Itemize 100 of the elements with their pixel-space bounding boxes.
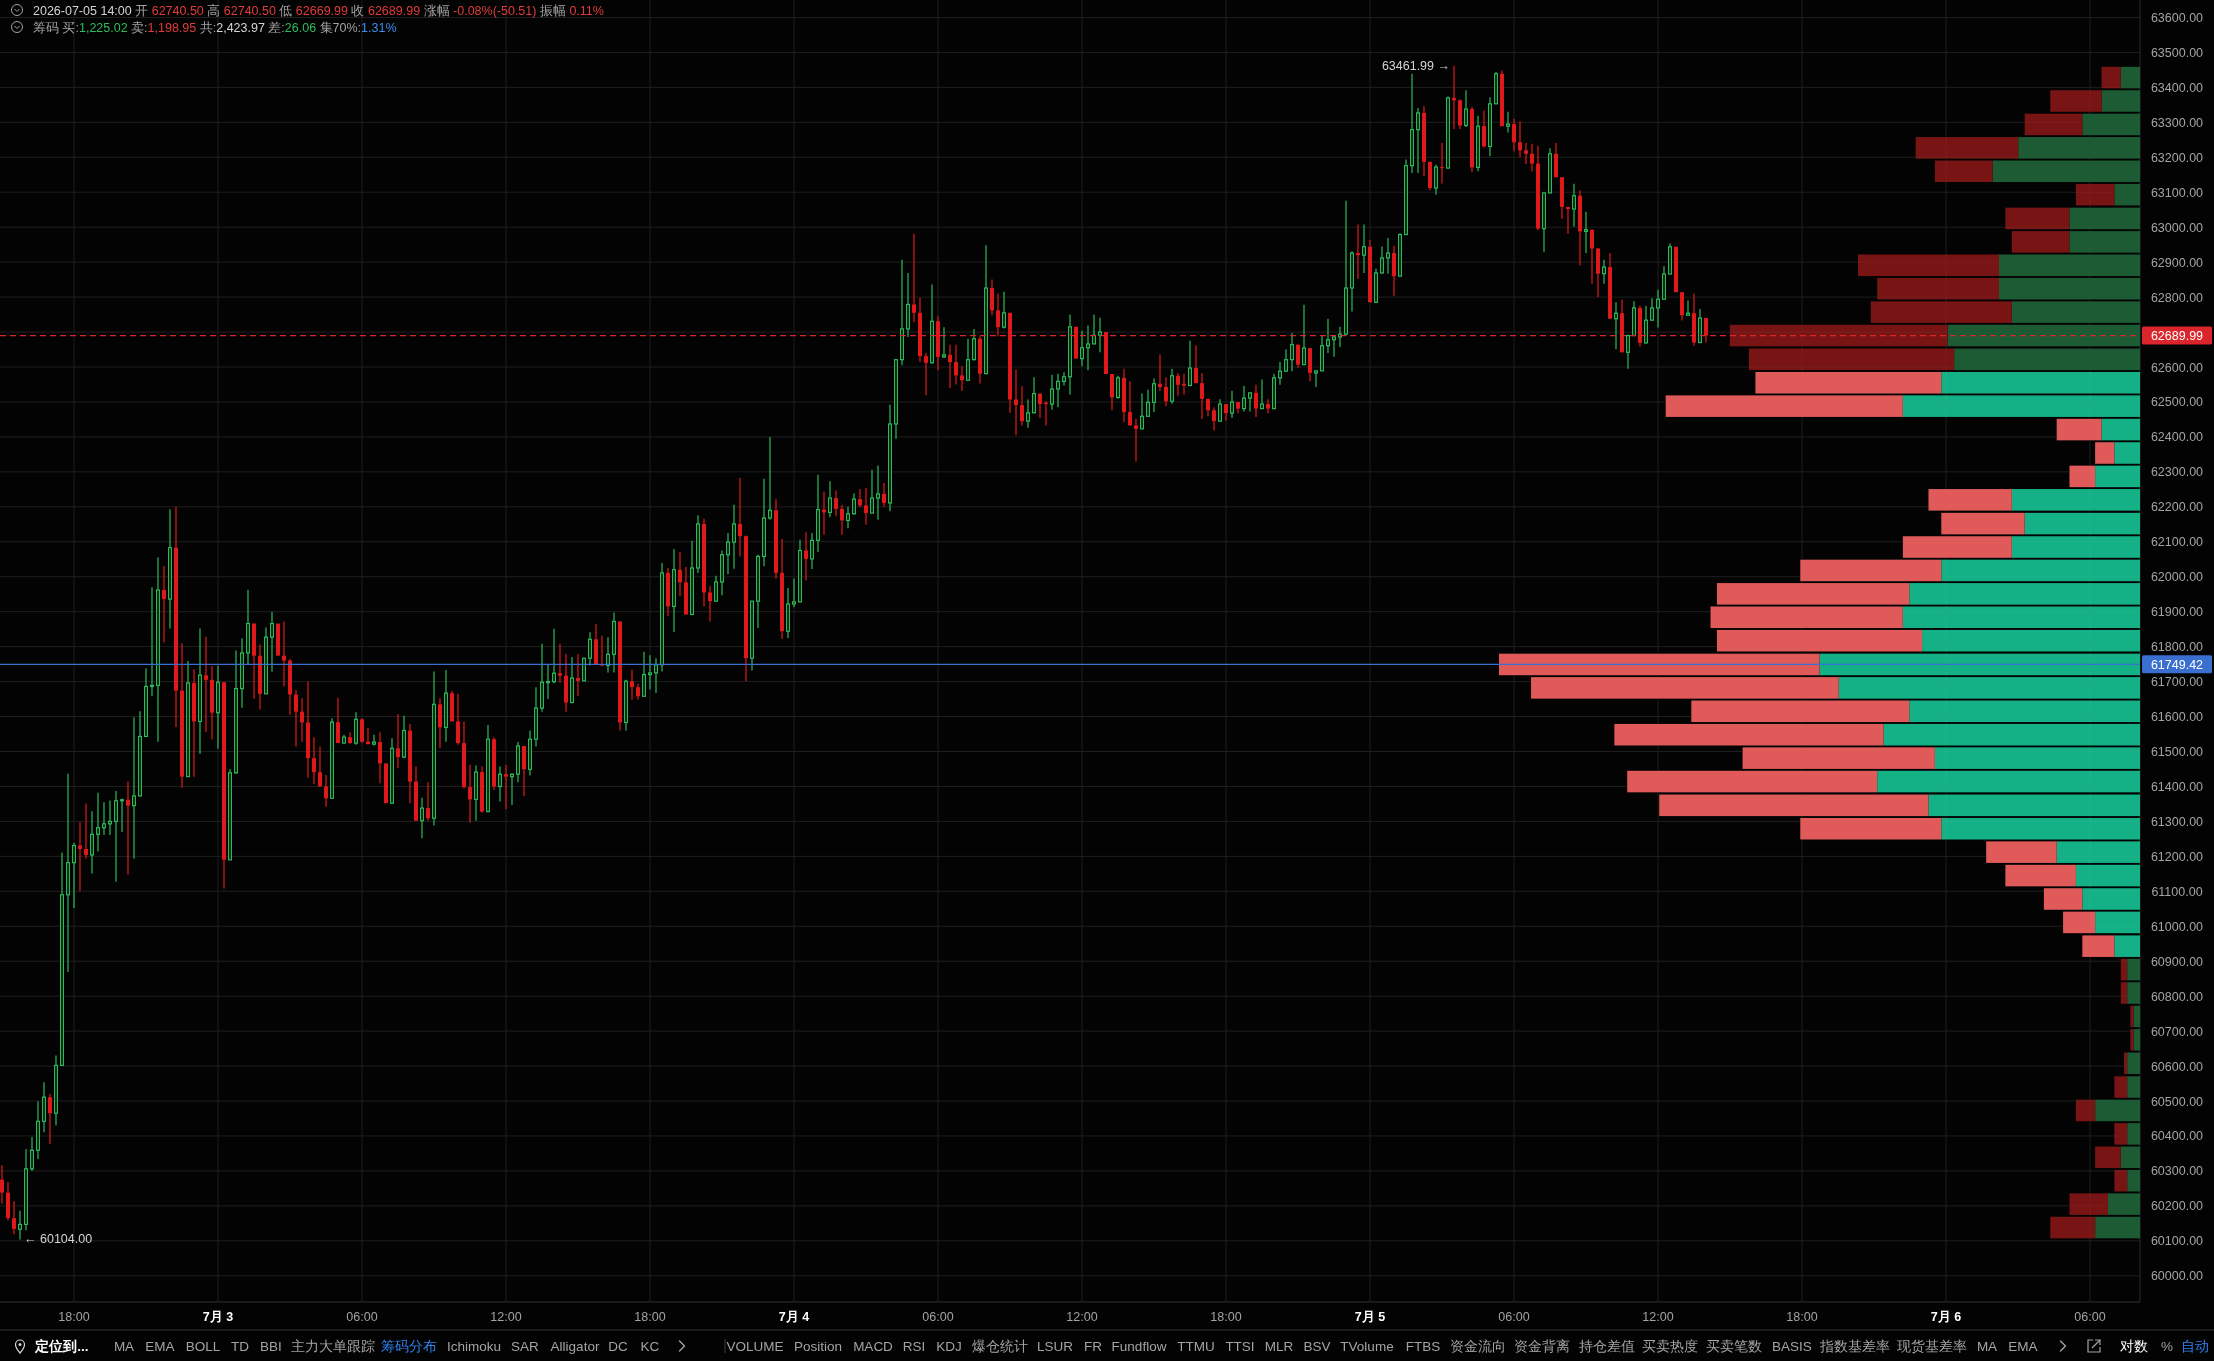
x-tick-label: 12:00 xyxy=(490,1310,522,1324)
candlestick xyxy=(48,1093,52,1145)
candlestick xyxy=(1416,107,1420,174)
candlestick xyxy=(1386,237,1390,275)
bar xyxy=(2011,301,2140,323)
text: KDJ xyxy=(936,1339,962,1354)
bar xyxy=(2043,888,2083,910)
candlestick xyxy=(1584,211,1588,254)
candlestick xyxy=(1650,297,1654,321)
bar xyxy=(1627,770,1878,793)
text: EMA xyxy=(2008,1339,2038,1354)
candlestick xyxy=(1116,375,1120,400)
annotation: ← 60104.00 xyxy=(24,1232,93,1247)
candlestick xyxy=(714,575,718,602)
bar xyxy=(1877,770,2140,793)
candlestick xyxy=(1482,110,1486,149)
candlestick xyxy=(1290,332,1294,372)
candlestick xyxy=(378,731,382,784)
candlestick xyxy=(582,657,586,682)
bar xyxy=(2120,66,2140,89)
bar xyxy=(2127,982,2140,1004)
text: VOLUME xyxy=(726,1339,784,1354)
candlestick xyxy=(498,765,502,803)
candlestick xyxy=(858,488,862,508)
candlestick xyxy=(738,477,742,558)
bar xyxy=(2082,935,2115,957)
candlestick xyxy=(294,689,298,748)
x-tick-label: 7月 5 xyxy=(1354,1310,1386,1324)
bar xyxy=(1928,794,2140,817)
candlestick xyxy=(1524,142,1528,165)
candlestick xyxy=(1074,326,1078,359)
bar xyxy=(1499,653,1820,676)
candlestick xyxy=(504,764,508,810)
candlestick xyxy=(1212,406,1216,432)
x-tick-label: 18:00 xyxy=(1210,1310,1242,1324)
candlestick xyxy=(1506,111,1510,134)
candlestick xyxy=(732,504,736,570)
text: BOLL xyxy=(185,1339,221,1354)
text: 主力大单跟踪 xyxy=(291,1339,375,1354)
candlestick xyxy=(1326,318,1330,354)
y-tick-label: 61600.00 xyxy=(2150,710,2204,725)
candlestick xyxy=(336,697,340,744)
candlestick xyxy=(1242,385,1246,412)
candlestick xyxy=(114,790,118,883)
bar xyxy=(2011,536,2140,558)
candlestick xyxy=(1164,376,1168,407)
bar xyxy=(2114,1076,2128,1098)
candlestick xyxy=(966,338,970,381)
candlestick xyxy=(678,551,682,597)
candlestick xyxy=(1518,120,1522,158)
y-tick-label: 61800.00 xyxy=(2150,640,2204,655)
candlestick xyxy=(1194,344,1198,384)
bar xyxy=(2050,1216,2096,1239)
candlestick xyxy=(150,586,154,697)
candlestick xyxy=(90,810,94,875)
candlestick xyxy=(1686,300,1690,316)
candlestick xyxy=(1062,371,1066,387)
y-tick-label: 60300.00 xyxy=(2150,1164,2204,1179)
candlestick xyxy=(1362,223,1366,274)
candlestick xyxy=(1266,398,1270,414)
candlestick xyxy=(1626,334,1630,370)
candlestick xyxy=(1218,398,1222,422)
y-tick-label: 60500.00 xyxy=(2150,1094,2204,1109)
candlestick xyxy=(72,842,76,909)
text: 自动 xyxy=(2181,1339,2209,1354)
bar xyxy=(2101,90,2140,112)
bar xyxy=(2114,442,2140,464)
bar xyxy=(2127,1076,2140,1098)
text: RSI xyxy=(902,1339,926,1354)
bar xyxy=(2050,90,2102,112)
candlestick xyxy=(882,482,886,508)
y-tick-label: 61000.00 xyxy=(2150,919,2204,934)
y-tick-label: 62900.00 xyxy=(2150,255,2204,270)
candlestick xyxy=(1440,142,1444,185)
bar xyxy=(1883,723,2140,746)
bar xyxy=(1659,794,1929,817)
bar xyxy=(2127,1123,2140,1145)
y-tick-label: 61700.00 xyxy=(2150,675,2204,690)
y-tick-label: 63600.00 xyxy=(2150,10,2204,25)
candlestick xyxy=(876,464,880,521)
y-tick-label: 62300.00 xyxy=(2150,465,2204,480)
text: 定位到... xyxy=(34,1338,89,1354)
candlestick xyxy=(960,365,964,392)
bar xyxy=(2069,207,2140,230)
candlestick xyxy=(1302,304,1306,366)
candlestick xyxy=(576,653,580,697)
text: 资金流向 xyxy=(1450,1339,1506,1354)
bar xyxy=(1909,700,2140,723)
candlestick xyxy=(12,1200,16,1235)
ref-line-label: 61749.42 xyxy=(2150,657,2204,672)
candlestick xyxy=(384,763,388,804)
bar xyxy=(1800,559,1942,582)
y-tick-label: 60400.00 xyxy=(2150,1129,2204,1144)
candlestick xyxy=(1152,377,1156,413)
candlestick xyxy=(372,734,376,747)
bar xyxy=(2095,911,2140,934)
candlestick xyxy=(1080,330,1084,367)
y-tick-label: 61200.00 xyxy=(2150,849,2204,864)
candlestick xyxy=(1032,376,1036,414)
text: FR xyxy=(1084,1339,1103,1354)
